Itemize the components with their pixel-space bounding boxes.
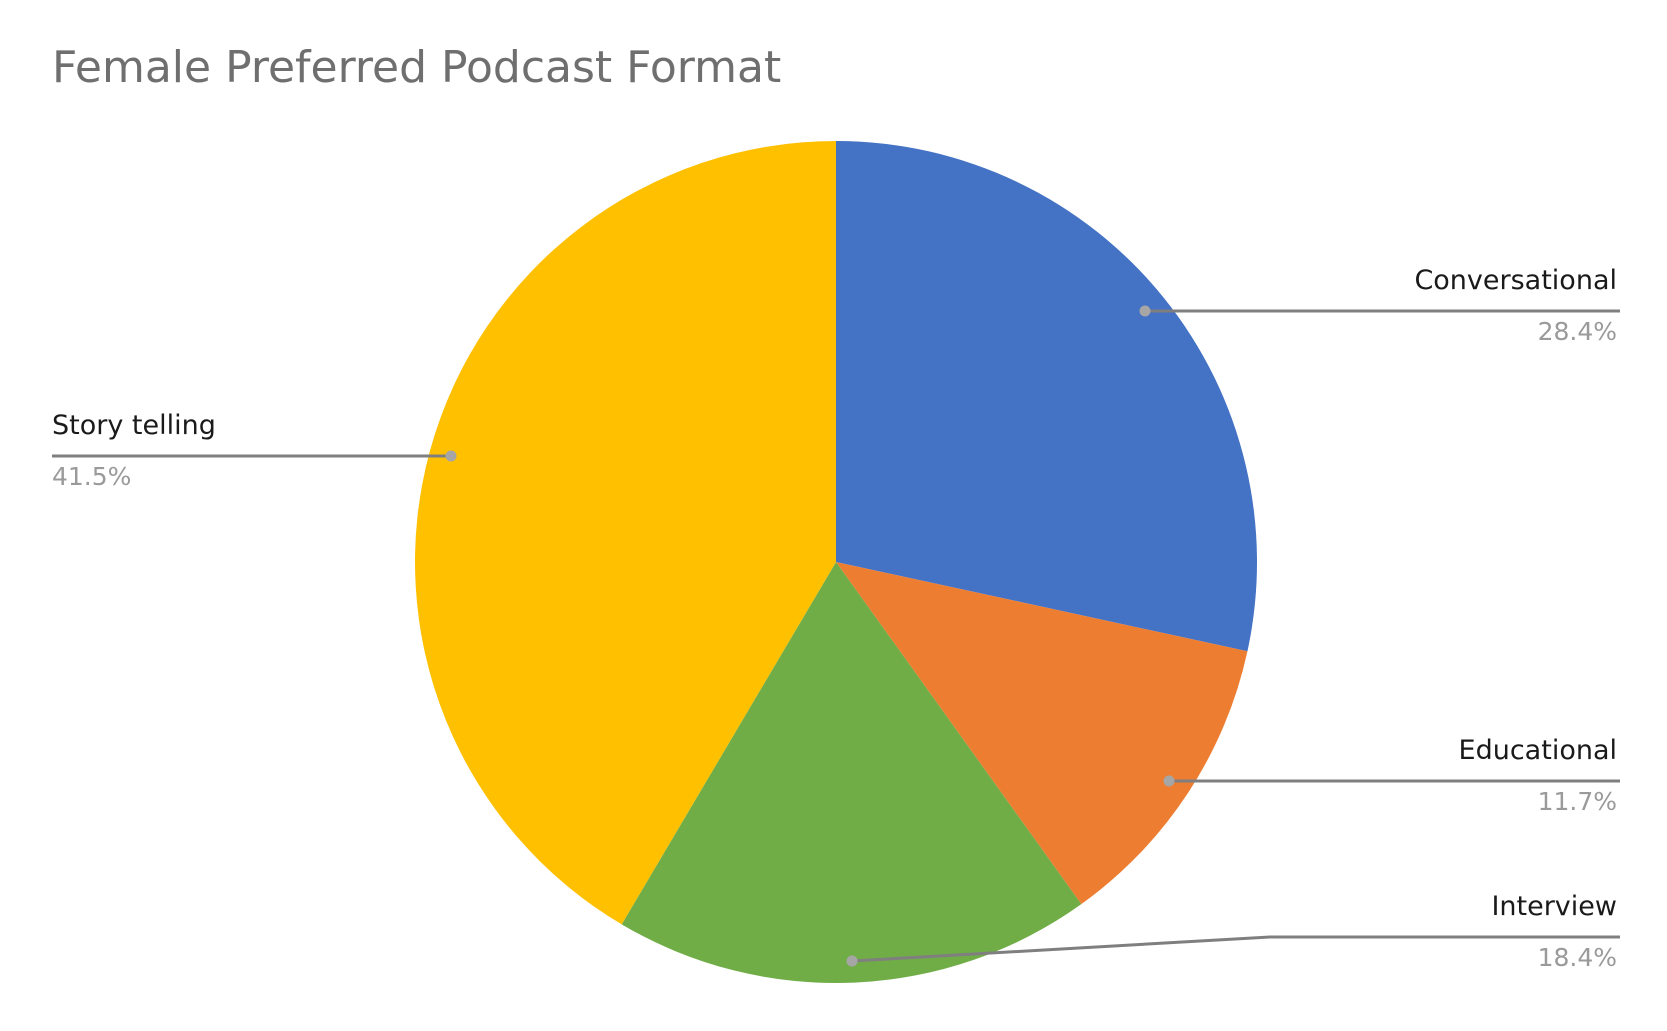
pie-slice-story-telling [415,141,836,925]
leader-line [851,935,1620,963]
pie-slices [415,141,1257,983]
leader-dot [1163,775,1175,787]
chart-title: Female Preferred Podcast Format [52,42,782,93]
pie-labels: Conversational 28.4% Educational 11.7% Inter… [52,265,1620,972]
leader-dot [445,450,457,462]
slice-name-label: Interview [1491,891,1617,922]
slice-name-label: Educational [1459,735,1617,766]
slice-percent-label: 18.4% [1538,943,1617,972]
slice-percent-label: 28.4% [1538,317,1617,346]
leader-dot [1139,305,1151,317]
slice-percent-label: 11.7% [1538,787,1617,816]
pie-slice-interview [621,562,1082,983]
leader-dot [846,955,858,967]
pie-slice-educational [836,562,1248,905]
slice-percent-label: 41.5% [52,462,131,491]
slice-name-label: Conversational [1414,265,1617,296]
pie-slice-conversational [836,141,1257,652]
slice-name-label: Story telling [52,410,216,441]
